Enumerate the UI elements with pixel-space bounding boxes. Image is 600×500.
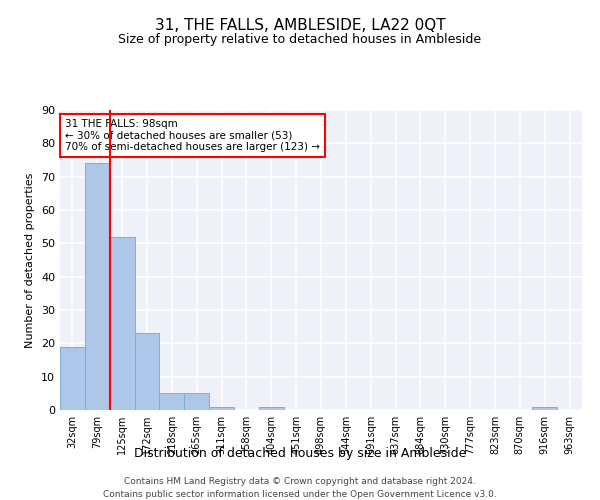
Bar	[160, 394, 184, 410]
Bar	[259, 406, 284, 410]
Text: 31 THE FALLS: 98sqm
← 30% of detached houses are smaller (53)
70% of semi-detach: 31 THE FALLS: 98sqm ← 30% of detached ho…	[65, 119, 320, 152]
Bar	[209, 406, 234, 410]
Text: Contains public sector information licensed under the Open Government Licence v3: Contains public sector information licen…	[103, 490, 497, 499]
Bar	[85, 164, 110, 410]
Bar	[532, 406, 557, 410]
Bar	[60, 346, 85, 410]
Text: 31, THE FALLS, AMBLESIDE, LA22 0QT: 31, THE FALLS, AMBLESIDE, LA22 0QT	[155, 18, 445, 32]
Text: Size of property relative to detached houses in Ambleside: Size of property relative to detached ho…	[118, 32, 482, 46]
Text: Distribution of detached houses by size in Ambleside: Distribution of detached houses by size …	[134, 448, 466, 460]
Bar	[184, 394, 209, 410]
Bar	[134, 334, 160, 410]
Bar	[110, 236, 134, 410]
Text: Contains HM Land Registry data © Crown copyright and database right 2024.: Contains HM Land Registry data © Crown c…	[124, 478, 476, 486]
Y-axis label: Number of detached properties: Number of detached properties	[25, 172, 35, 348]
